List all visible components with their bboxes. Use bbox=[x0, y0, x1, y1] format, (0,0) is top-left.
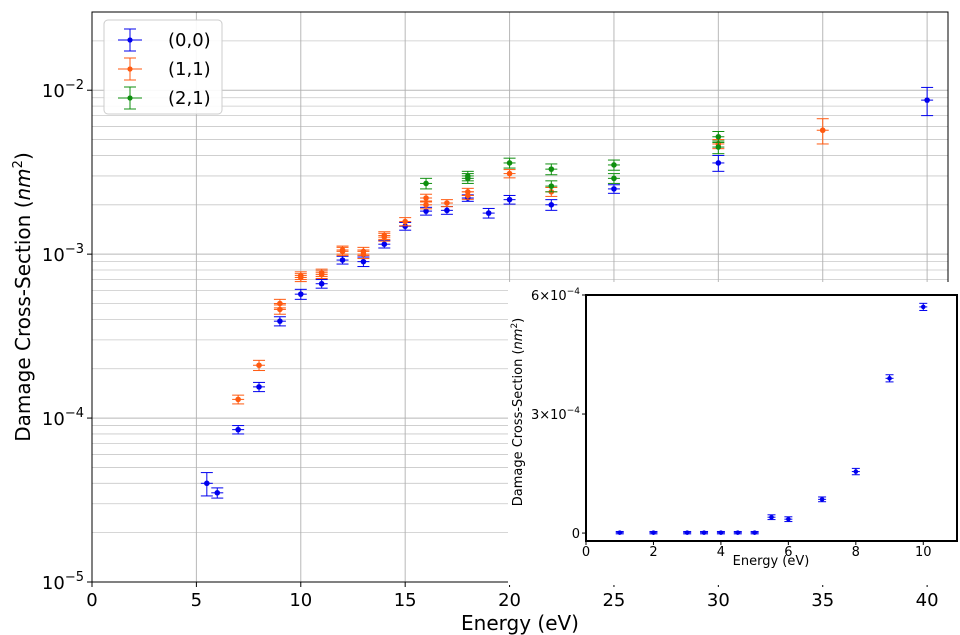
inset-data-point bbox=[767, 514, 776, 521]
y-tick-label: 10−3 bbox=[42, 242, 84, 266]
data-point bbox=[315, 268, 328, 278]
data-point bbox=[503, 157, 516, 169]
data-point bbox=[503, 194, 516, 205]
main-x-ticks: 0 5 10 15 20 25 30 35 40 bbox=[86, 582, 939, 611]
inset-data-point bbox=[784, 516, 793, 523]
inset-data-point bbox=[885, 374, 894, 383]
y-tick-label: 10−2 bbox=[42, 78, 84, 102]
data-point bbox=[420, 200, 433, 210]
series-2 bbox=[420, 130, 725, 193]
inset-x-ticks: 0 2 4 6 8 10 bbox=[582, 541, 932, 560]
data-point bbox=[378, 232, 391, 242]
inset-data-point bbox=[733, 530, 742, 535]
x-tick-label: 40 bbox=[916, 590, 939, 611]
x-tick-label: 0 bbox=[86, 590, 97, 611]
data-point bbox=[253, 359, 266, 372]
x-tick-label: 30 bbox=[707, 590, 730, 611]
data-point bbox=[816, 118, 829, 145]
y-tick-label: 10−5 bbox=[42, 570, 84, 594]
data-point bbox=[461, 191, 474, 200]
data-point bbox=[253, 381, 266, 393]
data-point bbox=[420, 177, 433, 190]
data-point bbox=[211, 487, 224, 499]
x-tick-label: 25 bbox=[602, 590, 625, 611]
y-tick-label: 6×10−4 bbox=[531, 287, 580, 304]
main-y-axis-title: Damage Cross-Section (nm2) bbox=[11, 152, 35, 442]
data-point bbox=[712, 140, 725, 155]
main-marks bbox=[200, 86, 934, 499]
data-point bbox=[503, 169, 516, 179]
data-point bbox=[273, 316, 286, 327]
inset-x-tick-label: 4 bbox=[717, 545, 725, 560]
inset-x-tick-label: 8 bbox=[852, 545, 860, 560]
data-point bbox=[921, 86, 934, 117]
data-point bbox=[232, 394, 245, 405]
data-point bbox=[607, 173, 620, 184]
inset-plot-frame bbox=[585, 294, 958, 542]
y-tick-label: 10−4 bbox=[42, 406, 84, 430]
data-point bbox=[607, 184, 620, 194]
data-point bbox=[336, 245, 349, 255]
data-point bbox=[545, 180, 558, 193]
data-point bbox=[294, 288, 307, 300]
inset-marks bbox=[615, 302, 928, 535]
data-point bbox=[482, 207, 495, 219]
legend-label: (2,1) bbox=[168, 88, 211, 109]
x-tick-label: 5 bbox=[191, 590, 202, 611]
inset-data-point bbox=[649, 530, 658, 535]
data-point bbox=[440, 199, 453, 208]
inset-x-tick-label: 2 bbox=[649, 545, 657, 560]
inset-data-point bbox=[716, 530, 725, 535]
y-tick-label: 3×10−4 bbox=[531, 406, 580, 423]
legend-entry: (2,1) bbox=[118, 86, 211, 110]
legend-label: (0,0) bbox=[168, 30, 211, 51]
data-point bbox=[273, 298, 286, 309]
x-tick-label: 35 bbox=[811, 590, 834, 611]
legend-box bbox=[103, 19, 223, 115]
legend: (0,0) (1,1) (2,1) bbox=[103, 19, 223, 115]
series-1 bbox=[232, 118, 829, 405]
data-point bbox=[232, 425, 245, 435]
inset-data-point bbox=[818, 496, 827, 503]
data-point bbox=[545, 199, 558, 211]
data-point bbox=[712, 154, 725, 172]
data-point bbox=[315, 279, 328, 289]
inset-series-0 bbox=[615, 302, 928, 535]
x-tick-label: 20 bbox=[498, 590, 521, 611]
inset-x-tick-label: 10 bbox=[915, 545, 932, 560]
inset-data-point bbox=[851, 467, 860, 476]
x-tick-label: 10 bbox=[289, 590, 312, 611]
legend-entry: (1,1) bbox=[118, 57, 211, 81]
data-point bbox=[294, 271, 307, 281]
legend-entry: (0,0) bbox=[118, 28, 211, 52]
legend-label: (1,1) bbox=[168, 59, 211, 80]
data-point bbox=[461, 173, 474, 184]
data-point bbox=[336, 255, 349, 265]
data-point bbox=[607, 159, 620, 171]
inset-background bbox=[508, 282, 960, 585]
data-point bbox=[545, 163, 558, 176]
inset-x-tick-label: 6 bbox=[784, 545, 792, 560]
inset-y-tick-label: 0 bbox=[572, 527, 580, 542]
data-point bbox=[399, 217, 412, 227]
inset-data-point bbox=[919, 302, 928, 311]
data-point bbox=[200, 472, 213, 497]
inset-y-ticks: 0 3×10−4 6×10−4 bbox=[531, 287, 586, 542]
main-y-ticks: 10−5 10−4 10−3 10−2 bbox=[42, 78, 92, 594]
main-x-axis-title: Energy (eV) bbox=[461, 611, 579, 635]
inset-x-tick-label: 0 bbox=[582, 545, 590, 560]
x-tick-label: 15 bbox=[394, 590, 417, 611]
inset-data-point bbox=[700, 530, 709, 535]
inset-y-axis-title: Damage Cross-Section (nm2) bbox=[510, 318, 526, 507]
inset-data-point bbox=[683, 530, 692, 535]
data-point bbox=[357, 246, 370, 257]
inset-chart: 0 2 4 6 8 10 0 3×10−4 6×10−4 Energy (eV) Damage… bbox=[508, 282, 960, 585]
inset-x-axis-title: Energy (eV) bbox=[733, 554, 810, 569]
data-point bbox=[420, 193, 433, 203]
inset-data-point bbox=[615, 530, 624, 535]
inset-data-point bbox=[750, 530, 759, 535]
